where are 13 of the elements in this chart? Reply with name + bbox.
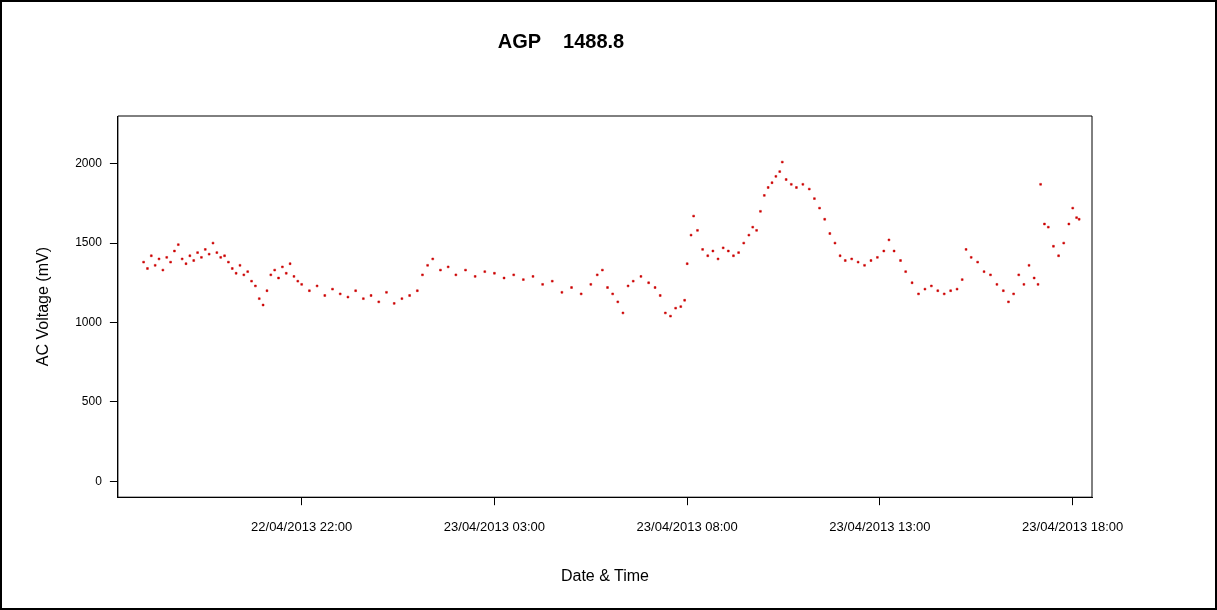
x-tick-label: 23/04/2013 08:00 <box>636 518 738 534</box>
x-tick-label: 23/04/2013 13:00 <box>829 518 931 534</box>
x-tick-label: 23/04/2013 18:00 <box>1022 518 1124 534</box>
y-axis-title: AC Voltage (mV) <box>34 247 52 367</box>
y-tick-label: 0 <box>95 473 103 488</box>
x-tick-label: 23/04/2013 03:00 <box>443 518 546 534</box>
y-tick-label: 500 <box>81 394 103 409</box>
y-tick-label: 2000 <box>75 155 103 170</box>
y-tick-label: 1500 <box>75 235 103 250</box>
chart-title: AGP 1488.8 <box>497 29 625 52</box>
x-axis-title: Date & Time <box>560 566 650 584</box>
y-tick-label: 1000 <box>75 314 103 329</box>
x-tick-label: 22/04/2013 22:00 <box>251 518 353 534</box>
